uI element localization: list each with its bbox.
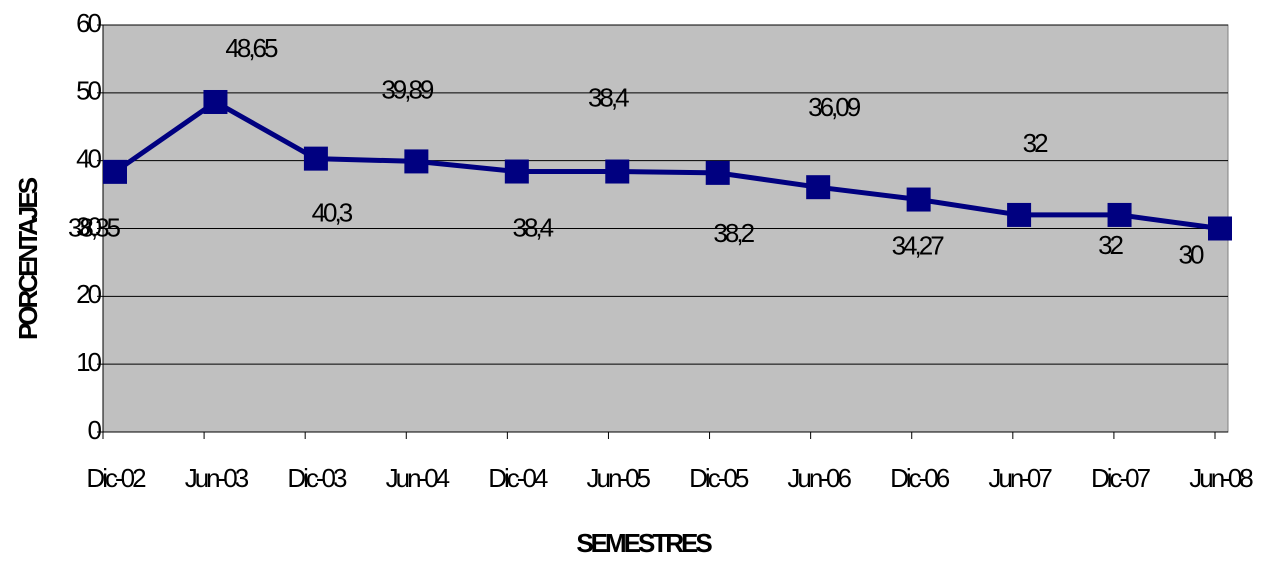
x-tick-label: Dic-05 xyxy=(689,463,749,493)
x-tick-label: Dic-02 xyxy=(86,463,146,493)
data-label: 38,4 xyxy=(588,82,629,112)
marker xyxy=(1007,202,1032,227)
marker xyxy=(806,175,831,200)
x-tick-label: Dic-07 xyxy=(1091,463,1151,493)
marker xyxy=(303,146,328,171)
data-label: 34,27 xyxy=(892,230,945,260)
y-tick-label: 60 xyxy=(76,8,101,38)
x-tick-label: Dic-03 xyxy=(287,463,347,493)
y-axis-title: PORCENTAJES xyxy=(13,177,43,340)
y-tick-label: 10 xyxy=(76,347,101,377)
marker xyxy=(906,187,931,212)
data-label: 38,4 xyxy=(513,212,554,242)
data-label: 39,89 xyxy=(381,74,434,104)
line xyxy=(113,99,1221,231)
data-label: 36,09 xyxy=(808,92,861,122)
data-label: 38,35 xyxy=(68,213,121,243)
x-tick-label: Jun-03 xyxy=(185,463,249,493)
data-label: 30 xyxy=(1179,239,1204,269)
marker xyxy=(605,159,630,184)
x-axis-title: SEMESTRES xyxy=(576,528,712,558)
marker xyxy=(103,159,127,184)
data-label: 32 xyxy=(1098,230,1123,260)
x-tick-label: Jun-08 xyxy=(1189,463,1253,493)
marker xyxy=(705,160,730,185)
x-tick-label: Dic-04 xyxy=(488,463,548,493)
y-tick-label: 50 xyxy=(76,76,101,106)
data-label: 38,2 xyxy=(713,218,754,248)
y-tick-label: 20 xyxy=(76,279,101,309)
x-tick-label: Jun-06 xyxy=(787,463,851,493)
x-tick-label: Dic-06 xyxy=(890,463,950,493)
marker xyxy=(203,89,228,114)
x-tick-label: Jun-05 xyxy=(587,463,651,493)
y-tick-label: 40 xyxy=(76,144,101,174)
marker xyxy=(504,159,529,184)
y-tick-label: 0 xyxy=(88,415,102,445)
data-label: 32 xyxy=(1023,128,1048,158)
x-tick-label: Jun-04 xyxy=(386,463,450,493)
marker xyxy=(404,149,429,174)
x-tick-label: Jun-07 xyxy=(988,463,1052,493)
marker xyxy=(1107,202,1132,227)
data-label: 40,3 xyxy=(312,198,353,228)
marker xyxy=(1208,216,1232,241)
data-label: 48,65 xyxy=(225,33,278,63)
